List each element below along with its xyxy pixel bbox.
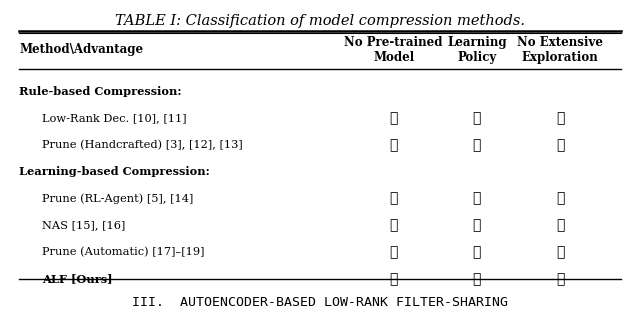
Text: ✗: ✗ (472, 138, 481, 152)
Text: TABLE I: Classification of model compression methods.: TABLE I: Classification of model compres… (115, 14, 525, 27)
Text: No Extensive
Exploration: No Extensive Exploration (517, 36, 603, 64)
Text: ✓: ✓ (472, 192, 481, 206)
Text: ✓: ✓ (472, 245, 481, 259)
Text: Rule-based Compression:: Rule-based Compression: (19, 86, 182, 97)
Text: Prune (Automatic) [17]–[19]: Prune (Automatic) [17]–[19] (42, 247, 204, 257)
Text: III.  AUTOENCODER-BASED LOW-RANK FILTER-SHARING: III. AUTOENCODER-BASED LOW-RANK FILTER-S… (132, 296, 508, 309)
Text: ✓: ✓ (389, 245, 398, 259)
Text: ✗: ✗ (556, 111, 564, 126)
Text: ✓: ✓ (556, 272, 564, 286)
Text: ✓: ✓ (389, 272, 398, 286)
Text: ✗: ✗ (389, 192, 398, 206)
Text: ALF [Ours]: ALF [Ours] (42, 273, 112, 284)
Text: Prune (Handcrafted) [3], [12], [13]: Prune (Handcrafted) [3], [12], [13] (42, 140, 243, 150)
Text: ✗: ✗ (556, 138, 564, 152)
Text: ✓: ✓ (389, 218, 398, 232)
Text: ✓: ✓ (556, 245, 564, 259)
Text: Method\Advantage: Method\Advantage (19, 43, 143, 56)
Text: ✗: ✗ (389, 111, 398, 126)
Text: ✗: ✗ (556, 218, 564, 232)
Text: No Pre-trained
Model: No Pre-trained Model (344, 36, 443, 64)
Text: NAS [15], [16]: NAS [15], [16] (42, 220, 125, 231)
Text: Prune (RL-Agent) [5], [14]: Prune (RL-Agent) [5], [14] (42, 194, 193, 204)
Text: ✗: ✗ (389, 138, 398, 152)
Text: ✗: ✗ (472, 111, 481, 126)
Text: Low-Rank Dec. [10], [11]: Low-Rank Dec. [10], [11] (42, 113, 186, 124)
Text: ✓: ✓ (472, 272, 481, 286)
Text: Learning-based Compression:: Learning-based Compression: (19, 166, 210, 177)
Text: ✗: ✗ (556, 192, 564, 206)
Text: ✓: ✓ (472, 218, 481, 232)
Text: Learning
Policy: Learning Policy (447, 36, 507, 64)
